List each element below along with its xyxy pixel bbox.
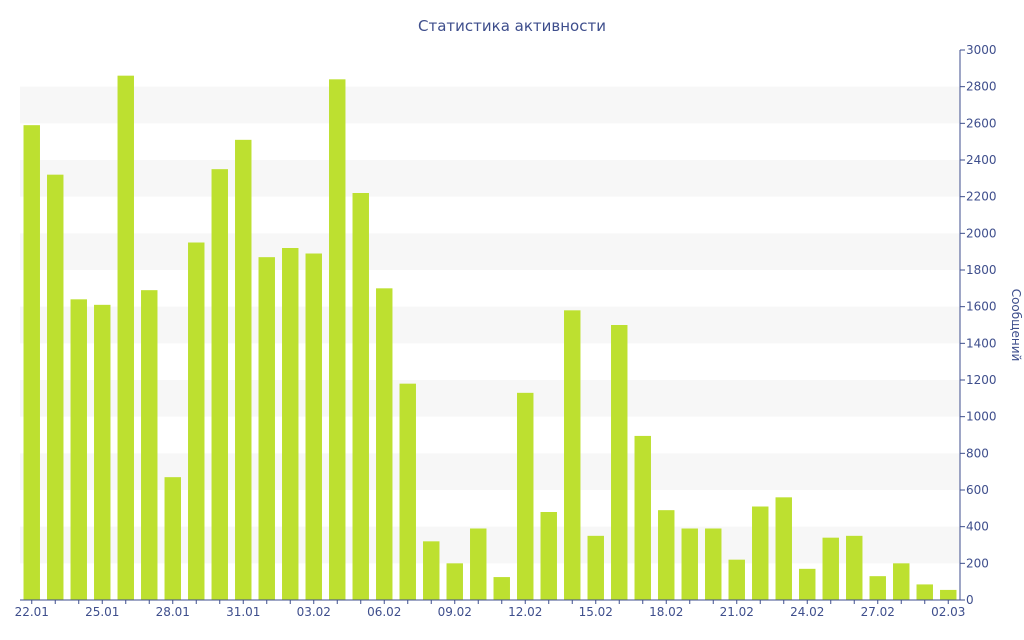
x-tick-label: 15.02 <box>579 605 613 619</box>
y-tick-label: 600 <box>966 483 989 497</box>
x-axis-ticks: 22.01 25.01 28.01 31.01 03.02 06.02 09.02 12.02… <box>15 600 965 619</box>
y-axis-title: Сообщений <box>1009 289 1023 362</box>
bar-27.02[interactable] <box>869 576 886 600</box>
bar-18.02[interactable] <box>658 510 675 600</box>
grid-band <box>20 306 960 344</box>
bar-13.02[interactable] <box>540 512 557 600</box>
bar-29.01[interactable] <box>188 242 205 601</box>
x-tick-label: 06.02 <box>367 605 401 619</box>
y-tick-label: 200 <box>966 556 989 570</box>
bar-22.01[interactable] <box>23 125 40 601</box>
grid-band <box>20 233 960 270</box>
y-tick-label: 2400 <box>966 153 997 167</box>
bar-11.02[interactable] <box>493 577 510 600</box>
y-tick-label: 400 <box>966 520 989 534</box>
bar-04.02[interactable] <box>329 79 346 600</box>
bar-02.03[interactable] <box>940 589 957 600</box>
bar-20.02[interactable] <box>705 528 722 601</box>
y-axis-ticks: 0 200 400 600 800 1000 1200 1400 1600 1800 2000 220… <box>960 43 997 607</box>
grid-band <box>20 380 960 417</box>
y-tick-label: 2000 <box>966 226 997 240</box>
bar-03.02[interactable] <box>305 253 322 601</box>
bar-07.02[interactable] <box>399 383 416 600</box>
bar-14.02[interactable] <box>564 310 581 600</box>
y-tick-label: 1200 <box>966 373 997 387</box>
bars-group <box>23 75 957 601</box>
x-tick-label: 09.02 <box>438 605 472 619</box>
bar-08.02[interactable] <box>423 541 440 600</box>
grid-band <box>20 526 960 564</box>
x-tick-label: 24.02 <box>790 605 824 619</box>
axes-group <box>20 50 961 601</box>
bar-25.01[interactable] <box>94 304 111 600</box>
x-tick-label: 18.02 <box>649 605 683 619</box>
bar-02.02[interactable] <box>282 248 299 600</box>
bar-23.01[interactable] <box>47 174 64 601</box>
bar-19.02[interactable] <box>681 528 698 601</box>
y-tick-label: 2800 <box>966 80 997 94</box>
bar-31.01[interactable] <box>235 139 252 600</box>
x-tick-label: 21.02 <box>720 605 754 619</box>
y-tick-label: 3000 <box>966 43 997 57</box>
bar-05.02[interactable] <box>352 193 369 600</box>
y-tick-label: 1400 <box>966 336 997 350</box>
grid-bands <box>20 86 960 564</box>
bar-22.02[interactable] <box>752 506 769 601</box>
y-tick-label: 1600 <box>966 300 997 314</box>
bar-23.02[interactable] <box>775 497 792 600</box>
bar-10.02[interactable] <box>470 528 487 601</box>
bar-24.02[interactable] <box>799 568 816 600</box>
y-tick-label: 2600 <box>966 116 997 130</box>
bar-06.02[interactable] <box>376 288 393 600</box>
y-tick-label: 0 <box>966 593 974 607</box>
x-tick-label: 25.01 <box>85 605 119 619</box>
bar-12.02[interactable] <box>517 392 534 600</box>
bar-09.02[interactable] <box>446 563 463 600</box>
bar-30.01[interactable] <box>211 169 228 601</box>
bar-17.02[interactable] <box>634 435 651 600</box>
bar-15.02[interactable] <box>587 535 604 600</box>
bar-26.02[interactable] <box>846 535 863 600</box>
x-tick-label: 22.01 <box>15 605 49 619</box>
bar-21.02[interactable] <box>728 559 745 600</box>
bar-27.01[interactable] <box>141 290 158 600</box>
y-tick-label: 2200 <box>966 190 997 204</box>
bar-01.03[interactable] <box>916 584 933 600</box>
x-tick-label: 27.02 <box>861 605 895 619</box>
grid-band <box>20 160 960 197</box>
x-tick-label: 28.01 <box>156 605 190 619</box>
bar-25.02[interactable] <box>822 537 839 600</box>
bar-26.01[interactable] <box>117 75 134 601</box>
y-tick-label: 800 <box>966 446 989 460</box>
bar-01.02[interactable] <box>258 257 275 600</box>
y-tick-label: 1000 <box>966 410 997 424</box>
grid-band <box>20 453 960 490</box>
chart-title: Статистика активности <box>418 17 606 35</box>
x-tick-label: 12.02 <box>508 605 542 619</box>
x-tick-label: 03.02 <box>297 605 331 619</box>
x-tick-label: 02.03 <box>931 605 965 619</box>
bar-28.02[interactable] <box>893 563 910 600</box>
x-tick-label: 31.01 <box>226 605 260 619</box>
y-tick-label: 1800 <box>966 263 997 277</box>
bar-24.01[interactable] <box>70 299 87 600</box>
bar-16.02[interactable] <box>611 325 628 600</box>
bar-28.01[interactable] <box>164 477 181 600</box>
grid-band <box>20 86 960 124</box>
